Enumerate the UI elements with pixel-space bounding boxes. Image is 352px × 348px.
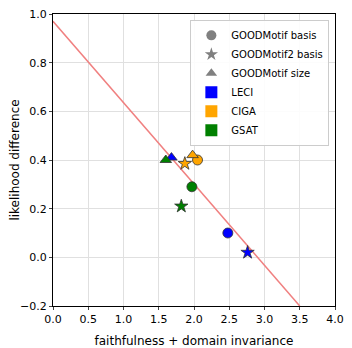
svg-text:0.6: 0.6 xyxy=(29,105,47,118)
svg-text:GOODMotif2 basis: GOODMotif2 basis xyxy=(231,49,322,60)
svg-text:−0.2: −0.2 xyxy=(20,300,47,313)
svg-text:4.0: 4.0 xyxy=(326,313,344,326)
svg-text:3.5: 3.5 xyxy=(291,313,309,326)
svg-text:3.0: 3.0 xyxy=(256,313,274,326)
svg-text:CIGA: CIGA xyxy=(231,106,256,117)
svg-text:1.5: 1.5 xyxy=(150,313,168,326)
svg-text:faithfulness + domain invarian: faithfulness + domain invariance xyxy=(95,334,294,348)
svg-text:0.4: 0.4 xyxy=(29,154,47,167)
svg-text:2.5: 2.5 xyxy=(221,313,239,326)
svg-text:0.5: 0.5 xyxy=(80,313,98,326)
svg-text:likelihood difference: likelihood difference xyxy=(8,99,22,220)
svg-text:2.0: 2.0 xyxy=(185,313,203,326)
svg-text:GSAT: GSAT xyxy=(231,125,258,136)
svg-text:1.0: 1.0 xyxy=(115,313,133,326)
svg-text:0.0: 0.0 xyxy=(44,313,62,326)
svg-text:0.0: 0.0 xyxy=(29,251,47,264)
svg-text:GOODMotif size: GOODMotif size xyxy=(231,68,310,79)
svg-text:GOODMotif basis: GOODMotif basis xyxy=(231,30,316,41)
svg-text:1.0: 1.0 xyxy=(29,8,47,21)
svg-text:LECI: LECI xyxy=(231,87,253,98)
svg-text:0.8: 0.8 xyxy=(29,57,47,70)
svg-text:0.2: 0.2 xyxy=(29,203,47,216)
